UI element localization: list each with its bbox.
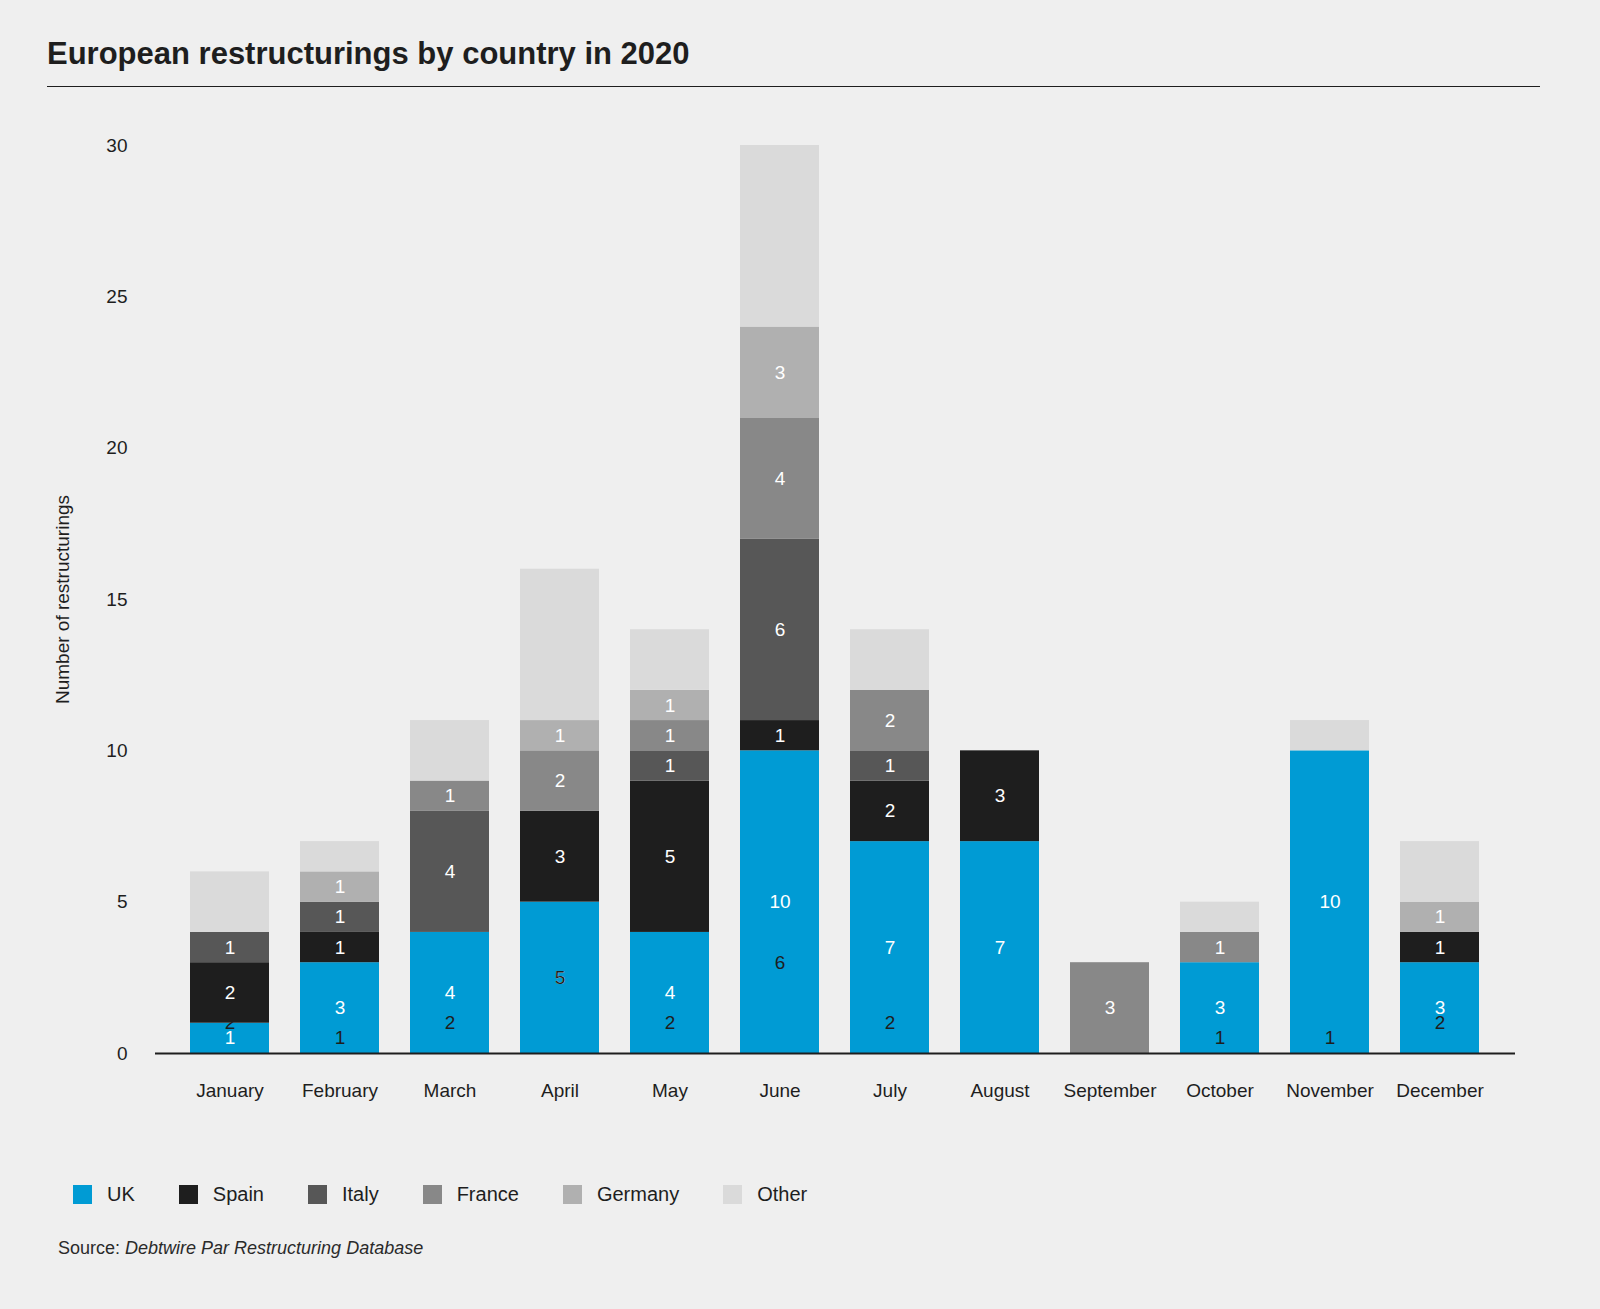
svg-text:1: 1 [665, 755, 676, 776]
svg-text:1: 1 [1215, 1027, 1226, 1048]
svg-text:20: 20 [106, 437, 127, 458]
svg-text:April: April [541, 1080, 579, 1101]
svg-text:1: 1 [555, 725, 566, 746]
svg-text:10: 10 [106, 740, 127, 761]
svg-text:1: 1 [335, 937, 346, 958]
html-text:UK: UK [107, 1183, 135, 1205]
svg-text:30: 30 [106, 135, 127, 156]
svg-text:February: February [302, 1080, 379, 1101]
svg-text:1: 1 [1325, 1027, 1336, 1048]
svg-text:6: 6 [775, 952, 786, 973]
svg-text:July: July [873, 1080, 907, 1101]
svg-text:1: 1 [335, 1027, 346, 1048]
svg-text:2: 2 [225, 982, 236, 1003]
svg-text:November: November [1286, 1080, 1374, 1101]
html-text:European restructurings by cou: European restructurings by country in 20… [47, 36, 690, 71]
svg-text:1: 1 [1435, 906, 1446, 927]
svg-text:2: 2 [885, 710, 896, 731]
svg-text:3: 3 [1105, 997, 1116, 1018]
svg-text:2: 2 [1435, 1012, 1446, 1033]
svg-text:3: 3 [775, 362, 786, 383]
svg-text:October: October [1186, 1080, 1254, 1101]
svg-text:December: December [1396, 1080, 1484, 1101]
svg-text:2: 2 [885, 1012, 896, 1033]
svg-text:1: 1 [335, 876, 346, 897]
svg-text:10: 10 [1319, 891, 1340, 912]
svg-text:March: March [424, 1080, 477, 1101]
svg-text:1: 1 [224, 1027, 236, 1049]
svg-text:August: August [970, 1080, 1030, 1101]
svg-text:7: 7 [995, 937, 1006, 958]
svg-text:0: 0 [117, 1043, 128, 1064]
svg-text:7: 7 [885, 937, 896, 958]
svg-text:2: 2 [665, 1012, 676, 1033]
svg-text:June: June [759, 1080, 800, 1101]
html-text:Italy: Italy [342, 1183, 379, 1205]
svg-text:1: 1 [445, 785, 456, 806]
svg-text:2: 2 [445, 1012, 456, 1033]
svg-text:3: 3 [555, 846, 566, 867]
html-text:Spain: Spain [212, 1183, 264, 1205]
svg-text:2: 2 [555, 770, 566, 791]
svg-text:1: 1 [1435, 937, 1446, 958]
svg-text:2: 2 [885, 800, 896, 821]
svg-text:Number of restructurings: Number of restructurings [52, 495, 73, 704]
svg-text:1: 1 [665, 725, 676, 746]
svg-text:5: 5 [555, 967, 566, 988]
svg-text:1: 1 [225, 937, 236, 958]
html-text:Other: Other [757, 1183, 808, 1205]
svg-text:10: 10 [769, 891, 790, 912]
svg-text:1: 1 [1215, 937, 1226, 958]
svg-text:6: 6 [775, 619, 786, 640]
svg-text:1: 1 [335, 906, 346, 927]
svg-text:January: January [196, 1080, 264, 1101]
svg-text:September: September [1064, 1080, 1158, 1101]
svg-text:4: 4 [665, 982, 676, 1003]
svg-text:3: 3 [995, 785, 1006, 806]
svg-text:15: 15 [106, 589, 127, 610]
svg-text:1: 1 [665, 695, 676, 716]
svg-text:1: 1 [885, 755, 896, 776]
svg-text:25: 25 [106, 286, 127, 307]
html-text:Germany: Germany [596, 1183, 680, 1205]
svg-text:5: 5 [555, 967, 566, 988]
svg-text:1: 1 [775, 725, 786, 746]
svg-text:4: 4 [445, 982, 456, 1003]
svg-text:2: 2 [225, 1012, 236, 1033]
svg-text:5: 5 [117, 891, 128, 912]
svg-text:4: 4 [445, 861, 456, 882]
svg-text:5: 5 [665, 846, 676, 867]
svg-text:3: 3 [1434, 997, 1446, 1019]
svg-text:4: 4 [775, 468, 786, 489]
html-text:France: France [456, 1183, 519, 1205]
svg-text:May: May [652, 1080, 688, 1101]
svg-text:3: 3 [335, 997, 346, 1018]
html-text:Source: Debtwire Par Restructu: Source: Debtwire Par Restructuring Datab… [58, 1238, 424, 1258]
svg-text:3: 3 [1215, 997, 1226, 1018]
